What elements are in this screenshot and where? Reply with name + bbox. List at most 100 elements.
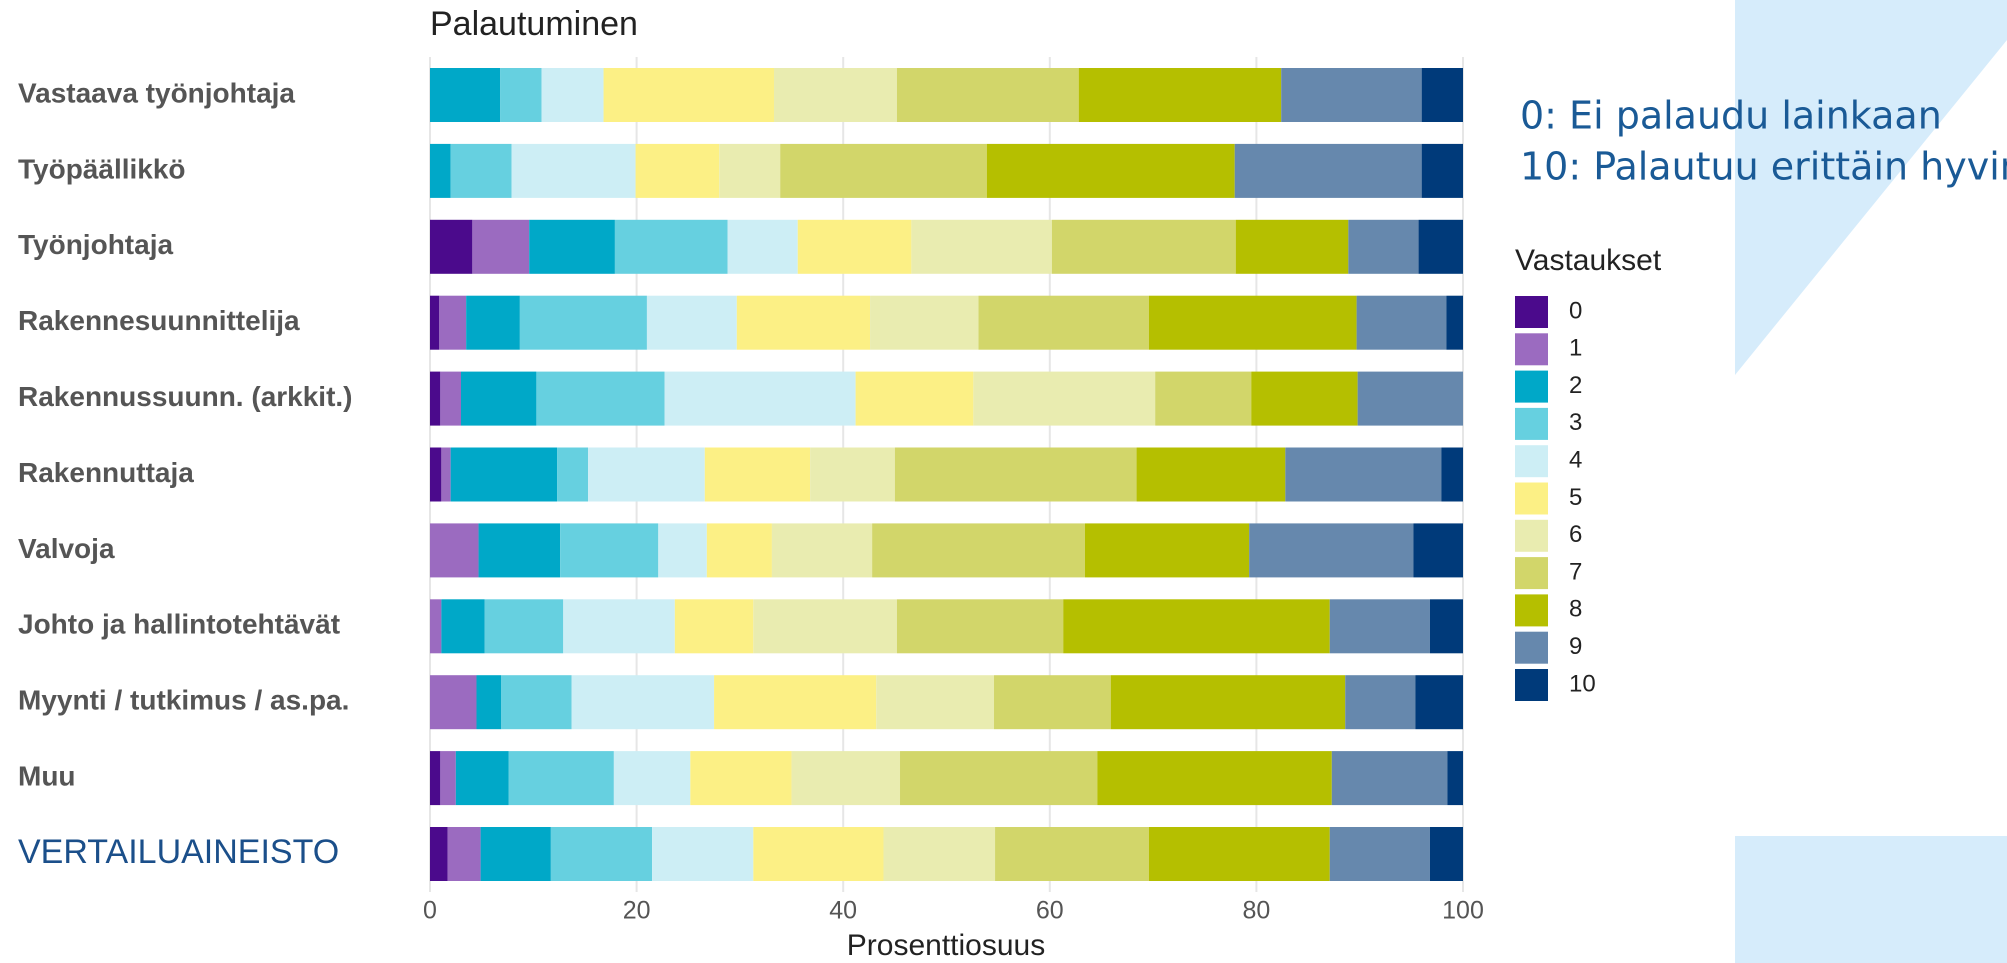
legend-swatch bbox=[1515, 519, 1548, 552]
bar-segment bbox=[870, 295, 979, 350]
bar-segment bbox=[900, 751, 1098, 806]
bar-segment bbox=[780, 143, 987, 198]
legend-label: 5 bbox=[1569, 484, 1582, 511]
legend-swatch bbox=[1515, 370, 1548, 403]
bar-segment bbox=[529, 219, 615, 274]
bar-segment bbox=[560, 523, 659, 578]
bar-segment bbox=[1441, 447, 1463, 502]
bar-segment bbox=[550, 827, 653, 881]
bar-segment bbox=[736, 295, 871, 350]
bar-segment bbox=[440, 751, 456, 806]
bar-segment bbox=[447, 827, 481, 881]
legend-label: 8 bbox=[1569, 596, 1582, 623]
bar-segment bbox=[439, 295, 467, 350]
bar-segment bbox=[460, 371, 537, 426]
bar-segment bbox=[430, 68, 501, 122]
bar-segment bbox=[646, 295, 737, 350]
bar-segment bbox=[994, 675, 1111, 730]
bar-segment bbox=[1097, 751, 1332, 806]
bar-segment bbox=[674, 599, 754, 654]
legend-label: 2 bbox=[1569, 372, 1582, 399]
y-tick-label: Rakennesuunnittelija bbox=[18, 305, 300, 336]
bar-segment bbox=[1234, 143, 1422, 198]
x-tick-label: 60 bbox=[1036, 897, 1064, 925]
bar-segment bbox=[635, 143, 720, 198]
bar-segment bbox=[1136, 447, 1286, 502]
bar-segment bbox=[714, 675, 877, 730]
bar-segment bbox=[466, 295, 520, 350]
bar-segment bbox=[704, 447, 811, 502]
x-tick-label: 100 bbox=[1442, 897, 1484, 925]
bar-segment bbox=[1329, 599, 1430, 654]
bar-segment bbox=[441, 447, 451, 502]
bar-segment bbox=[1285, 447, 1442, 502]
bar-segment bbox=[455, 751, 509, 806]
bar-segment bbox=[706, 523, 772, 578]
bar-segment bbox=[571, 675, 715, 730]
bar-segment bbox=[1429, 599, 1463, 654]
bar-segment bbox=[753, 827, 884, 881]
bar-segment bbox=[430, 371, 441, 426]
bar-segment bbox=[450, 447, 558, 502]
bar-segment bbox=[1329, 827, 1430, 881]
y-tick-label: Rakennussuunn. (arkkit.) bbox=[18, 381, 353, 412]
bar-segment bbox=[430, 143, 451, 198]
bar-segment bbox=[855, 371, 974, 426]
bar-segment bbox=[1249, 523, 1414, 578]
bar-segment bbox=[500, 68, 542, 122]
bar-segment bbox=[1356, 295, 1447, 350]
decor-shape bbox=[1735, 836, 2007, 963]
bar-segment bbox=[727, 219, 798, 274]
y-tick-label: Rakennuttaja bbox=[18, 457, 194, 488]
bar-segment bbox=[450, 143, 512, 198]
bar-segment bbox=[652, 827, 754, 881]
bar-segment bbox=[1235, 219, 1349, 274]
bar-segment bbox=[440, 371, 461, 426]
bar-segment bbox=[1446, 295, 1463, 350]
bar-segment bbox=[1251, 371, 1358, 426]
legend-swatch bbox=[1515, 296, 1548, 328]
y-tick-label: Vastaava työnjohtaja bbox=[18, 77, 295, 108]
bar-segment bbox=[872, 523, 1085, 578]
bar-segment bbox=[1345, 675, 1416, 730]
bar-segment bbox=[478, 523, 561, 578]
bar-segment bbox=[1110, 675, 1346, 730]
legend-label: 4 bbox=[1569, 447, 1582, 474]
bar-segment bbox=[658, 523, 707, 578]
bar-segment bbox=[480, 827, 551, 881]
y-tick-label: VERTAILUAINEISTO bbox=[18, 833, 339, 871]
bar-segment bbox=[430, 219, 473, 274]
bar-segment bbox=[1281, 68, 1422, 122]
bar-segment bbox=[791, 751, 901, 806]
legend-label: 3 bbox=[1569, 409, 1582, 436]
bar-segment bbox=[1063, 599, 1330, 654]
bar-segment bbox=[501, 675, 572, 730]
bar-segment bbox=[430, 827, 448, 881]
legend-swatch bbox=[1515, 557, 1548, 590]
bar-segment bbox=[690, 751, 792, 806]
bar-segment bbox=[1155, 371, 1252, 426]
bar-segment bbox=[1148, 827, 1330, 881]
bar-segment bbox=[771, 523, 873, 578]
bar-segment bbox=[1078, 68, 1282, 122]
bar-segment bbox=[508, 751, 614, 806]
bar-segment bbox=[430, 751, 441, 806]
bar-segment bbox=[430, 675, 477, 730]
x-tick-label: 0 bbox=[423, 897, 437, 925]
y-tick-label: Valvoja bbox=[18, 533, 115, 564]
bar-segment bbox=[1348, 219, 1419, 274]
bar-segment bbox=[896, 599, 1064, 654]
bar-segment bbox=[430, 447, 442, 502]
bar-segment bbox=[876, 675, 995, 730]
bar-segment bbox=[472, 219, 530, 274]
bar-segment bbox=[973, 371, 1156, 426]
bar-segment bbox=[603, 68, 774, 122]
legend-title: Vastaukset bbox=[1515, 244, 1662, 277]
bar-segment bbox=[541, 68, 604, 122]
bar-segment bbox=[614, 219, 728, 274]
bar-segment bbox=[1148, 295, 1357, 350]
x-tick-label: 20 bbox=[623, 897, 651, 925]
bar-segment bbox=[978, 295, 1149, 350]
bar-segment bbox=[896, 68, 1079, 122]
